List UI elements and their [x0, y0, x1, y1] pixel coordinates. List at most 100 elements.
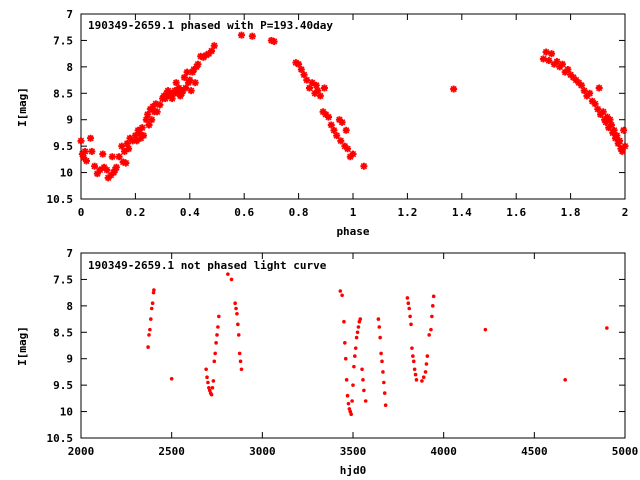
data-point	[151, 290, 156, 295]
data-point	[423, 370, 428, 374]
data-point	[204, 367, 208, 372]
data-point	[153, 108, 161, 116]
data-point	[424, 362, 429, 366]
data-point	[214, 341, 218, 345]
data-point	[235, 311, 239, 316]
data-point	[621, 142, 629, 150]
data-point	[187, 87, 195, 95]
data-point	[115, 153, 123, 161]
data-point	[194, 60, 202, 68]
x-tick-label: 0	[78, 206, 85, 219]
data-point	[123, 140, 131, 147]
data-point	[270, 37, 278, 45]
data-point	[425, 354, 430, 358]
data-point	[186, 76, 194, 84]
plot-frame	[80, 252, 626, 439]
y-tick-label: 9.5	[53, 140, 73, 153]
data-point	[337, 137, 345, 145]
x-tick-label: 1	[350, 206, 357, 219]
x-tick-label: 4500	[521, 445, 548, 458]
data-point	[606, 116, 614, 124]
data-point	[595, 84, 603, 92]
data-point	[548, 50, 556, 58]
data-point	[138, 124, 146, 132]
x-axis-label: hjd0	[340, 464, 367, 477]
data-point	[545, 57, 553, 65]
data-point	[320, 84, 328, 92]
data-point	[146, 345, 150, 349]
x-tick-label: 3000	[249, 445, 276, 458]
data-point	[236, 333, 241, 337]
data-point	[236, 322, 240, 327]
data-point	[420, 379, 424, 383]
data-point	[140, 132, 148, 140]
y-tick-label: 9	[66, 353, 73, 366]
data-point	[88, 147, 96, 155]
y-axis-label: I[mag]	[16, 87, 29, 127]
data-point	[108, 153, 116, 161]
data-point	[353, 354, 357, 358]
data-point	[382, 391, 387, 395]
data-point	[429, 327, 433, 332]
data-point	[338, 118, 346, 126]
data-point	[103, 166, 111, 174]
data-point	[613, 132, 621, 140]
data-point	[450, 85, 458, 93]
data-point	[358, 317, 363, 321]
data-point	[125, 145, 133, 153]
data-point	[340, 293, 344, 298]
data-point	[305, 84, 313, 92]
data-point	[208, 47, 216, 55]
data-point	[330, 126, 338, 134]
data-point	[610, 126, 618, 134]
data-point	[156, 101, 164, 109]
data-point	[594, 105, 602, 113]
data-point	[407, 306, 412, 311]
data-point	[211, 379, 216, 383]
data-point	[349, 412, 353, 417]
y-axis-label: I[mag]	[16, 326, 29, 366]
data-point	[564, 66, 572, 73]
data-point	[380, 359, 384, 364]
data-point	[351, 383, 355, 387]
data-point	[376, 317, 381, 321]
data-point	[229, 277, 234, 282]
data-point	[539, 55, 547, 63]
data-point	[216, 325, 220, 329]
data-point	[350, 399, 354, 403]
chart-title: 190349-2659.1 not phased light curve	[88, 259, 327, 272]
data-point	[248, 32, 256, 40]
data-point	[233, 301, 237, 306]
data-point	[213, 351, 217, 356]
data-point	[352, 364, 356, 369]
data-point	[362, 388, 366, 393]
x-tick-label: 2500	[158, 445, 185, 458]
data-point	[353, 346, 358, 350]
data-point	[431, 294, 436, 299]
y-tick-label: 7	[66, 247, 73, 260]
data-point	[303, 76, 311, 84]
data-point	[172, 79, 180, 87]
chart-title: 190349-2659.1 phased with P=193.40day	[88, 19, 333, 32]
data-point	[430, 304, 435, 308]
data-point	[327, 121, 335, 129]
x-tick-label: 1.2	[397, 206, 417, 219]
data-point	[381, 370, 385, 374]
data-point	[210, 42, 218, 50]
data-point	[427, 333, 431, 337]
data-point	[586, 89, 594, 97]
data-point	[295, 60, 303, 68]
data-point	[210, 385, 215, 390]
data-point	[312, 81, 320, 89]
data-point	[325, 113, 333, 121]
data-point	[152, 288, 156, 292]
x-tick-label: 0.6	[234, 206, 254, 219]
data-point	[342, 319, 346, 324]
y-tick-label: 7	[66, 8, 73, 21]
data-point	[360, 367, 364, 372]
data-point	[149, 306, 154, 311]
data-point	[409, 322, 413, 327]
data-point	[607, 121, 615, 129]
x-axis-label: phase	[336, 225, 369, 238]
